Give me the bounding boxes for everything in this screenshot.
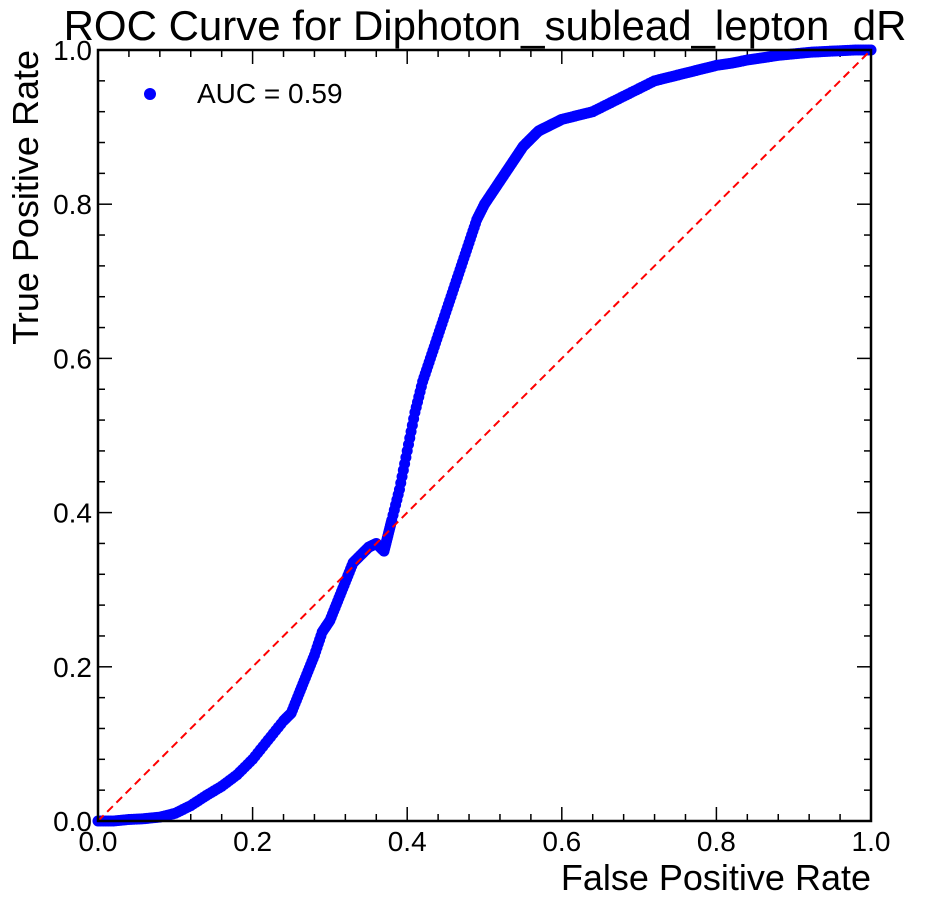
axis-tick-labels: 0.0 0.2 0.4 0.6 0.8 1.0 0.0 0.2 0.4 0.6 0.8 1.0 (53, 35, 890, 857)
x-tick-label: 1.0 (852, 826, 891, 857)
y-tick-label: 0.4 (53, 498, 92, 529)
plot-area (92, 44, 877, 827)
x-tick-label: 0.4 (388, 826, 427, 857)
random-guess-line (97, 49, 872, 822)
y-tick-label: 0.0 (53, 806, 92, 837)
y-axis-label: True Positive Rate (5, 50, 46, 345)
legend: AUC = 0.59 (144, 78, 343, 109)
legend-label: AUC = 0.59 (197, 78, 343, 109)
chart-title: ROC Curve for Diphoton_sublead_lepton_dR (64, 2, 907, 49)
x-tick-label: 0.6 (542, 826, 581, 857)
x-axis-label: False Positive Rate (561, 857, 871, 898)
x-tick-label: 0.0 (79, 826, 118, 857)
legend-marker (144, 88, 156, 100)
y-tick-label: 0.8 (53, 189, 92, 220)
x-tick-label: 0.8 (697, 826, 736, 857)
y-tick-label: 0.2 (53, 652, 92, 683)
y-tick-label: 1.0 (53, 35, 92, 66)
y-tick-label: 0.6 (53, 343, 92, 374)
x-tick-label: 0.2 (233, 826, 272, 857)
plot-frame (96, 48, 873, 823)
